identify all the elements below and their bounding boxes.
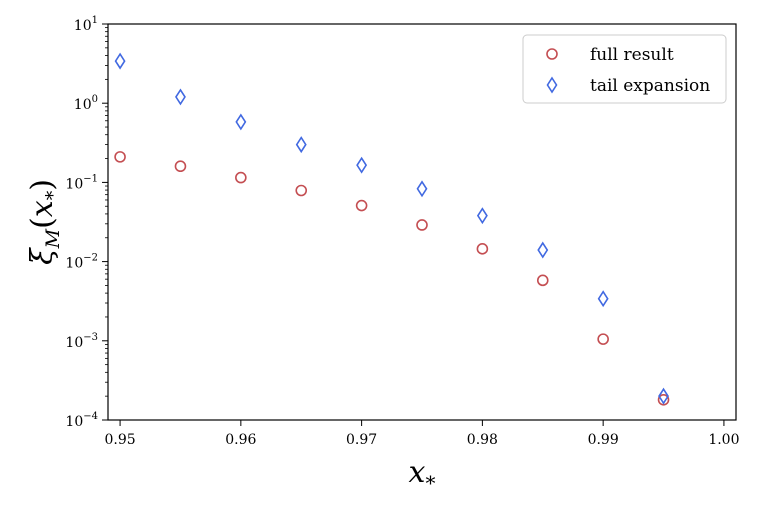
legend-label: full result [590, 45, 674, 65]
data-point [235, 113, 247, 131]
y-tick-label: 10−2 [65, 253, 98, 272]
legend-marker-circle [546, 48, 558, 60]
series-tail-expansion [114, 52, 669, 405]
legend-box [522, 34, 727, 104]
plot-frame [107, 23, 737, 421]
y-tick-label: 10−4 [65, 411, 98, 430]
legend-label: tail expansion [590, 76, 710, 96]
plot-area [107, 23, 737, 421]
legend: full result tail expansion [522, 34, 727, 104]
data-point [416, 180, 428, 198]
data-point [114, 52, 126, 70]
x-tick-label: 0.99 [588, 432, 619, 448]
data-point [355, 199, 368, 212]
data-point [174, 160, 187, 173]
series-full-result [114, 151, 670, 406]
data-point [476, 207, 488, 225]
x-tick-label: 0.95 [104, 432, 135, 448]
x-tick-label: 0.98 [467, 432, 498, 448]
y-tick-label: 10−3 [65, 332, 98, 351]
y-tick-label: 10−1 [65, 173, 98, 192]
data-point [476, 243, 489, 255]
data-point [356, 156, 368, 174]
x-tick-label: 1.00 [708, 432, 739, 448]
y-tick-label: 101 [74, 15, 98, 34]
data-point [416, 219, 428, 231]
data-point [657, 393, 670, 406]
data-point [114, 151, 126, 163]
y-axis-label: ξM(x*) [25, 179, 64, 265]
data-point [175, 88, 186, 106]
data-point [597, 290, 609, 308]
data-point [295, 184, 308, 197]
data-point [597, 333, 609, 345]
y-tick-label: 100 [74, 94, 98, 113]
y-axis: 101 100 10−1 10−2 10−3 10−4 [65, 15, 108, 430]
data-point [658, 387, 669, 405]
data-point [536, 274, 549, 287]
x-axis-label: x* [409, 455, 436, 495]
data-point [537, 241, 549, 259]
legend-marker-diamond [546, 76, 558, 94]
x-axis: 0.95 0.96 0.97 0.98 0.99 1.00 [104, 420, 740, 448]
axis-labels: x* ξM(x*) [25, 179, 435, 495]
data-point [295, 136, 307, 154]
x-tick-label: 0.96 [225, 432, 256, 448]
x-tick-label: 0.97 [346, 432, 377, 448]
data-point [235, 171, 247, 184]
data-points [114, 52, 670, 406]
